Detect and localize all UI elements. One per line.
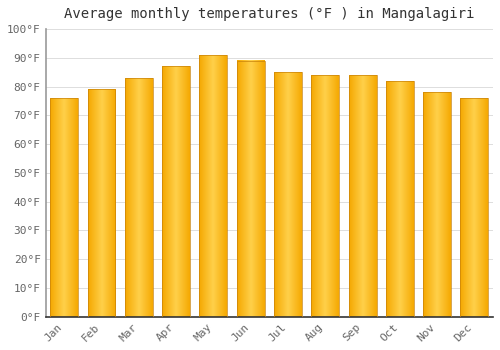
Bar — [386, 81, 414, 317]
Bar — [274, 72, 302, 317]
Bar — [125, 78, 153, 317]
Bar — [200, 55, 228, 317]
Bar — [460, 98, 488, 317]
Bar — [162, 66, 190, 317]
Bar — [88, 90, 116, 317]
Bar — [50, 98, 78, 317]
Bar — [423, 92, 451, 317]
Bar — [312, 75, 339, 317]
Title: Average monthly temperatures (°F ) in Mangalagiri: Average monthly temperatures (°F ) in Ma… — [64, 7, 474, 21]
Bar — [236, 61, 264, 317]
Bar — [348, 75, 376, 317]
